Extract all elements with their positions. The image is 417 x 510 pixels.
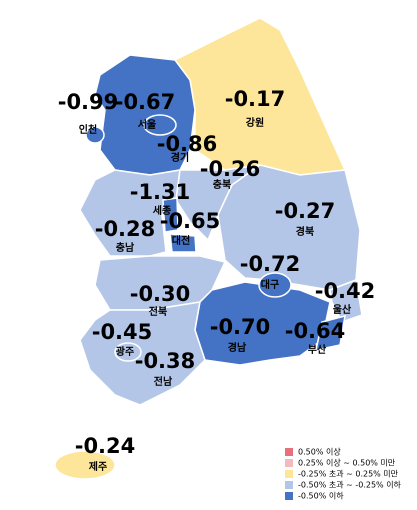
region-shape (54, 450, 116, 480)
region-value: -0.65 (160, 209, 221, 233)
region-name: 대전 (172, 234, 190, 247)
region-shape (162, 197, 179, 233)
legend-swatch (285, 470, 293, 478)
legend-label: 0.50% 이상 (298, 447, 341, 457)
region-name: 경남 (228, 341, 247, 354)
region-shape (169, 233, 197, 253)
region-value: -0.72 (240, 252, 301, 276)
region-name: 충북 (213, 178, 231, 191)
legend-label: -0.25% 초과 ~ 0.25% 미만 (298, 470, 399, 479)
region-name: 서울 (138, 118, 156, 131)
legend-swatch (285, 459, 293, 467)
region-value: -0.45 (92, 320, 153, 344)
region-shape (143, 114, 177, 136)
region-shape (79, 169, 181, 257)
region-name: 경북 (296, 225, 314, 238)
region-shape (258, 272, 292, 298)
legend-label: -0.50% 초과 ~ -0.25% 이하 (298, 480, 402, 490)
region-value: -0.67 (115, 90, 176, 114)
region-value: -0.38 (135, 349, 196, 373)
region-value: -0.27 (275, 199, 336, 223)
region-name: 충남 (116, 241, 135, 254)
region-value: -0.26 (200, 157, 261, 181)
legend-swatch (285, 448, 293, 456)
legend-label: 0.25% 이상 ~ 0.50% 미만 (298, 458, 396, 468)
region-shape (315, 314, 346, 351)
region-value: -1.31 (130, 180, 191, 204)
region-name: 전북 (149, 305, 167, 318)
region-value: -0.64 (285, 319, 346, 343)
region-name: 강원 (246, 116, 264, 129)
region-name: 부산 (308, 343, 327, 356)
region-name: 경기 (171, 151, 189, 164)
region-value: -0.28 (95, 217, 156, 241)
region-name: 울산 (333, 303, 352, 316)
legend-swatch (285, 492, 293, 500)
region-value: -0.70 (210, 315, 271, 339)
legend-label: -0.50% 이하 (298, 491, 344, 501)
region-shape (217, 164, 361, 291)
region-name: 대구 (261, 278, 279, 291)
region-value: -0.42 (315, 279, 376, 303)
region-value: -0.30 (130, 282, 191, 306)
region-name: 인천 (79, 123, 97, 136)
region-name: 광주 (116, 346, 134, 358)
region-shape (329, 278, 363, 323)
legend-swatch (285, 481, 293, 489)
region-name: 제주 (89, 460, 107, 473)
region-shape (85, 126, 105, 144)
region-value: -0.99 (58, 90, 119, 114)
region-name: 전남 (154, 375, 173, 388)
region-value: -0.24 (75, 434, 136, 458)
region-shape (114, 342, 142, 362)
region-value: -0.17 (225, 87, 286, 111)
region-name: 세종 (153, 204, 171, 217)
region-value: -0.86 (157, 132, 218, 156)
region-shape (79, 301, 206, 406)
